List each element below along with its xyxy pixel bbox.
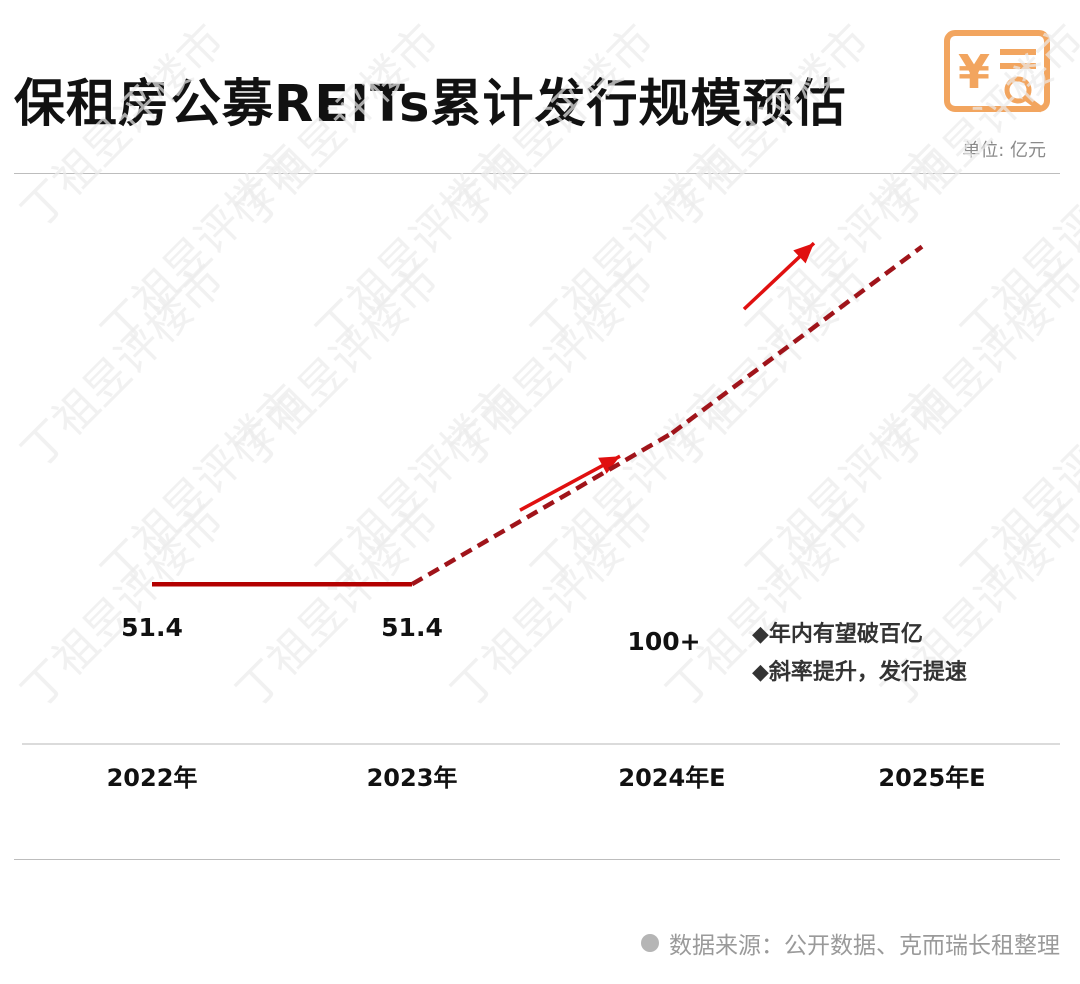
data-label: 100+ <box>627 627 700 656</box>
trend-arrows <box>519 241 816 512</box>
trend-arrow-icon <box>519 454 621 512</box>
trend-arrow-icon <box>742 241 816 311</box>
annotation-note-1: ◆年内有望破百亿 <box>752 622 923 647</box>
x-tick-label: 2023年 <box>367 764 458 792</box>
watermark-text: 丁祖昱评楼市 <box>307 135 530 358</box>
bullet-dot-icon <box>641 934 659 952</box>
watermark-text: 丁祖昱评楼市 <box>522 135 745 358</box>
page-title: 保租房公募REITs累计发行规模预估 <box>14 75 847 134</box>
footer-divider <box>14 859 1060 860</box>
watermark-text: 丁祖昱评楼市 <box>12 255 235 478</box>
watermark-text: 丁祖昱评楼市 <box>522 375 745 598</box>
watermark-text: 丁祖昱评楼市 <box>737 135 960 358</box>
unit-label: 单位: 亿元 <box>962 140 1046 161</box>
header-divider <box>14 173 1060 174</box>
watermark-text: 丁祖昱评楼市 <box>12 15 235 238</box>
data-label: 51.4 <box>121 613 183 642</box>
watermark-text: 丁祖昱评楼市 <box>92 135 315 358</box>
x-tick-label: 2022年 <box>107 764 198 792</box>
x-tick-label: 2024年E <box>618 764 725 792</box>
data-source-text: 数据来源：公开数据、克而瑞长租整理 <box>669 933 1060 959</box>
data-source: 数据来源：公开数据、克而瑞长租整理 <box>641 926 1060 960</box>
watermark-text: 丁祖昱评楼市 <box>737 375 960 598</box>
annotation-note-2: ◆斜率提升，发行提速 <box>752 660 967 685</box>
x-tick-label: 2025年E <box>878 764 985 792</box>
watermark-text: 丁祖昱评楼市 <box>12 495 235 718</box>
svg-text:¥: ¥ <box>958 45 990 99</box>
yuan-document-search-icon: ¥ <box>944 30 1050 113</box>
watermark-text: 丁祖昱评楼市 <box>442 495 665 718</box>
watermark-text: 丁祖昱评楼市 <box>227 495 450 718</box>
watermark-text: 丁祖昱评楼市 <box>92 375 315 598</box>
series-segment-dashed <box>670 244 924 435</box>
series-segment-dashed <box>410 431 674 587</box>
watermark-text: 丁祖昱评楼市 <box>307 375 530 598</box>
data-label: 51.4 <box>381 613 443 642</box>
